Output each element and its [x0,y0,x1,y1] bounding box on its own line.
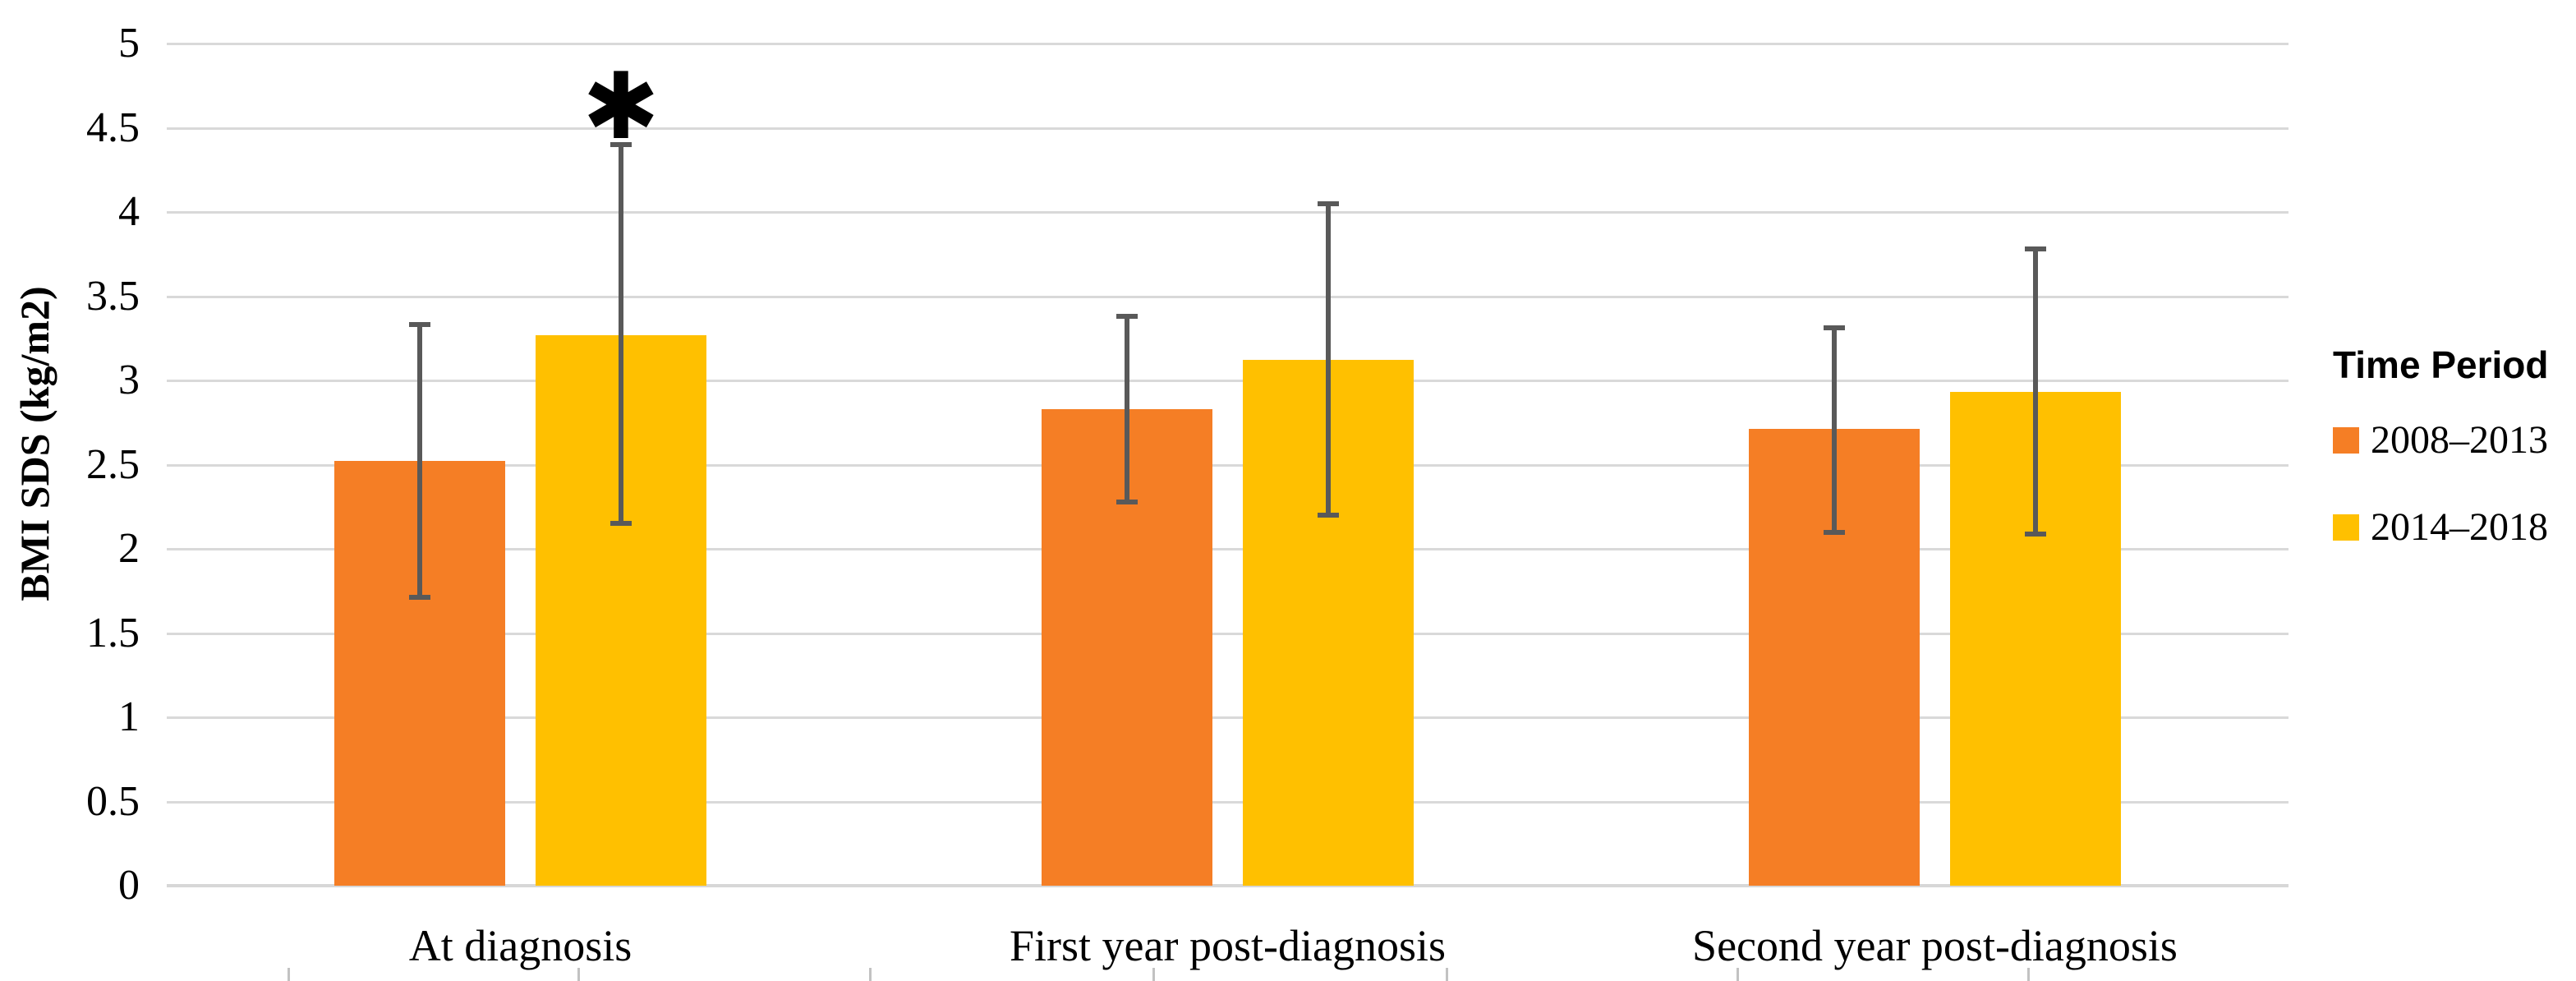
y-tick-label: 1.5 [86,609,140,656]
legend-entry: 2008–2013 [2333,419,2576,462]
legend-swatch-icon [2333,427,2359,454]
legend-entry-label: 2014–2018 [2371,505,2548,549]
legend-entry-label: 2008–2013 [2371,418,2548,462]
error-bar-top-cap [409,322,430,328]
y-tick-label: 3 [118,357,140,403]
error-bar [417,325,422,598]
error-bar-bottom-cap [1318,513,1339,518]
bottom-tick [2027,968,2030,981]
error-bar-bottom-cap [2025,531,2046,537]
error-bar-top-cap [610,142,632,147]
bottom-tick [1736,968,1739,981]
error-bar-bottom-cap [1116,499,1138,504]
gridline [167,463,2288,467]
y-tick-label: 4 [118,188,140,235]
error-bar [1326,203,1331,515]
y-tick-label: 4.5 [86,104,140,151]
bottom-tick [1152,968,1155,981]
category-label: First year post-diagnosis [1010,921,1446,970]
gridline [167,632,2288,635]
bottom-tick [577,968,580,981]
error-bar-bottom-cap [610,521,632,527]
gridline [167,800,2288,804]
legend: Time Period 2008–2013 2014–2018 [2333,345,2576,549]
error-bar [1125,316,1129,502]
error-bar-top-cap [2025,246,2046,252]
legend-swatch-icon [2333,514,2359,541]
gridline [167,43,2288,45]
error-bar [2033,249,2038,534]
category-label: Second year post-diagnosis [1692,921,2178,970]
y-tick-label: 3.5 [86,272,140,320]
error-bar-top-cap [1824,325,1845,331]
bottom-tick [1446,968,1448,981]
y-tick-label: 2 [118,525,140,572]
error-bar-top-cap [1116,314,1138,320]
error-bar-bottom-cap [409,595,430,601]
gridline [167,548,2288,550]
error-bar [619,145,623,524]
error-bar-top-cap [1318,200,1339,206]
bottom-tick [288,968,290,981]
gridline [167,716,2288,719]
error-bar [1832,328,1837,532]
gridline [167,295,2288,298]
gridline [167,211,2288,214]
bottom-tick [869,968,872,981]
legend-title: Time Period [2333,343,2549,386]
y-tick-label: 1 [118,693,140,740]
y-tick-label: 2.5 [86,440,140,488]
gridline [167,127,2288,130]
y-tick-label: 0.5 [86,777,140,825]
legend-entries: 2008–2013 2014–2018 [2333,419,2576,549]
y-tick-label: 5 [118,20,140,67]
category-label: At diagnosis [408,921,632,970]
x-axis-baseline [167,884,2288,887]
error-bar-bottom-cap [1824,529,1845,535]
legend-entry: 2014–2018 [2333,506,2576,549]
gridline [167,380,2288,382]
significance-asterisk: ✱ [582,53,660,160]
y-tick-label: 0 [118,862,140,909]
